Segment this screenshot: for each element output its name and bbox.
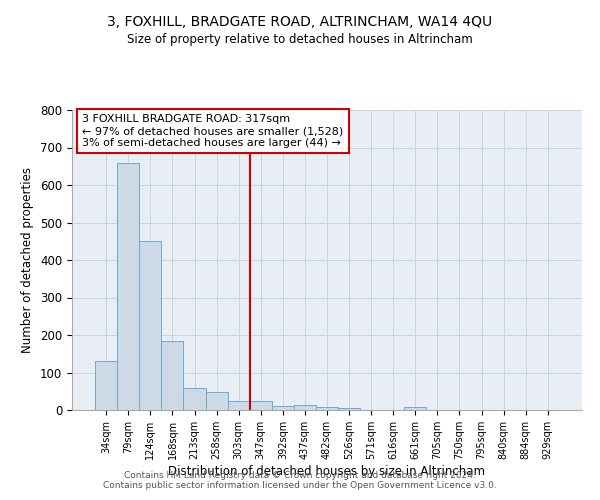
Text: 3 FOXHILL BRADGATE ROAD: 317sqm
← 97% of detached houses are smaller (1,528)
3% : 3 FOXHILL BRADGATE ROAD: 317sqm ← 97% of… <box>82 114 343 148</box>
Bar <box>316 407 338 410</box>
Bar <box>206 392 227 410</box>
Bar <box>404 407 427 410</box>
Bar <box>139 240 161 410</box>
X-axis label: Distribution of detached houses by size in Altrincham: Distribution of detached houses by size … <box>169 464 485 477</box>
Y-axis label: Number of detached properties: Number of detached properties <box>22 167 34 353</box>
Bar <box>95 361 117 410</box>
Bar <box>161 342 184 410</box>
Text: Size of property relative to detached houses in Altrincham: Size of property relative to detached ho… <box>127 32 473 46</box>
Bar <box>184 388 206 410</box>
Bar <box>250 402 272 410</box>
Text: Contains HM Land Registry data © Crown copyright and database right 2024.
Contai: Contains HM Land Registry data © Crown c… <box>103 470 497 490</box>
Bar <box>117 162 139 410</box>
Bar <box>227 400 250 410</box>
Bar <box>272 406 294 410</box>
Text: 3, FOXHILL, BRADGATE ROAD, ALTRINCHAM, WA14 4QU: 3, FOXHILL, BRADGATE ROAD, ALTRINCHAM, W… <box>107 15 493 29</box>
Bar <box>338 408 360 410</box>
Bar <box>294 405 316 410</box>
